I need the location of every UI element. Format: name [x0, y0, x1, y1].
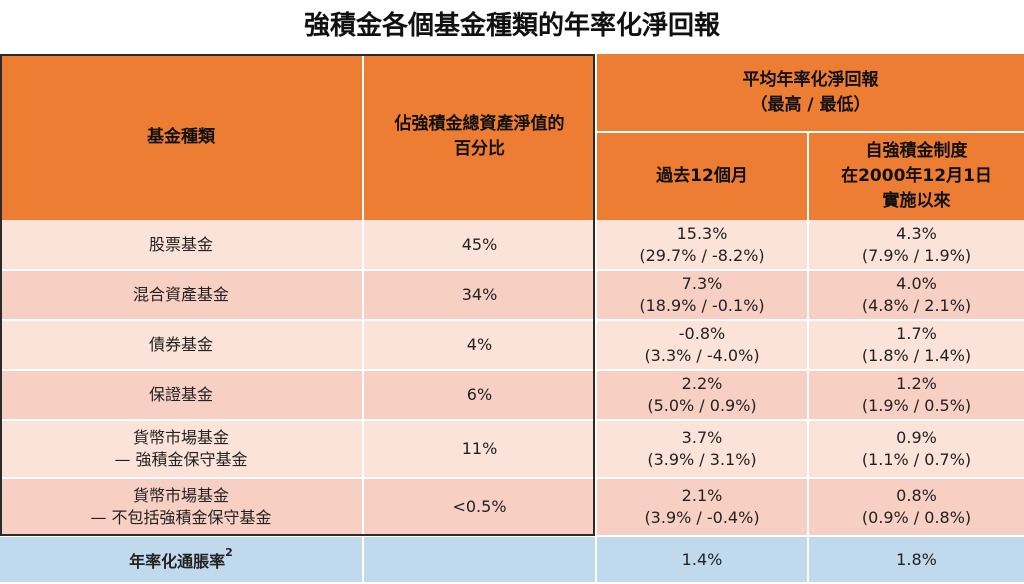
- inflation-label-cell: 年率化通脹率2: [0, 535, 363, 582]
- returns-table: 基金種類 佔強積金總資產淨值的 百分比 平均年率化淨回報 （最高 / 最低） 過…: [0, 54, 1024, 582]
- return-average: 2.1%: [681, 486, 723, 505]
- table-row: 股票基金 45% 15.3% (29.7% / -8.2%) 4.3% (7.9% …: [0, 220, 1024, 270]
- page-title: 強積金各個基金種類的年率化淨回報: [303, 11, 720, 41]
- since-inception-cell: 0.8% (0.9% / 0.8%): [807, 477, 1024, 536]
- header-annualized-return: 平均年率化淨回報 （最高 / 最低）: [595, 54, 1024, 132]
- return-range: (4.8% / 2.1%): [861, 296, 972, 315]
- fund-name: 債券基金: [148, 335, 213, 354]
- return-range: (7.9% / 1.9%): [861, 245, 972, 265]
- fund-type-cell: 債券基金: [0, 319, 363, 370]
- since-inception-cell: 1.7% (1.8% / 1.4%): [807, 319, 1024, 370]
- fund-name: 混合資產基金: [132, 285, 229, 304]
- asset-percentage-cell: 4%: [362, 319, 596, 370]
- fund-type-cell: 保證基金: [0, 369, 363, 420]
- header-since-line2: 在2000年12月1日: [841, 166, 992, 186]
- return-range: (1.9% / 0.5%): [861, 396, 972, 415]
- return-average: 4.0%: [896, 274, 937, 293]
- return-average: -0.8%: [678, 324, 726, 343]
- header-annualized-return-line2: （最高 / 最低）: [750, 94, 871, 115]
- fund-name: 保證基金: [148, 385, 213, 404]
- header-fund-type: 基金種類: [0, 54, 363, 220]
- return-average: 0.8%: [896, 486, 937, 505]
- since-inception-cell: 4.0% (4.8% / 2.1%): [807, 269, 1024, 320]
- asset-percentage-cell: 11%: [362, 419, 596, 478]
- fund-type-cell: 貨幣市場基金 — 強積金保守基金: [0, 419, 363, 478]
- header-asset-percentage-line2: 百分比: [454, 139, 505, 159]
- return-range: (3.9% / -0.4%): [644, 508, 760, 527]
- fund-name: 貨幣市場基金: [132, 428, 229, 447]
- fund-type-cell: 貨幣市場基金 — 不包括強積金保守基金: [0, 477, 363, 536]
- return-range: (1.1% / 0.7%): [861, 450, 972, 469]
- footnote-marker: 2: [225, 545, 233, 559]
- past-12-months-cell: 2.1% (3.9% / -0.4%): [595, 477, 808, 536]
- return-range: (5.0% / 0.9%): [647, 396, 757, 415]
- inflation-label: 年率化通脹率: [129, 551, 226, 571]
- past-12-months-cell: 7.3% (18.9% / -0.1%): [595, 269, 808, 320]
- return-average: 7.3%: [681, 274, 723, 293]
- return-average: 15.3%: [676, 223, 728, 243]
- inflation-since-inception: 1.8%: [807, 535, 1024, 582]
- return-average: 4.3%: [896, 223, 937, 243]
- inflation-empty-cell: [362, 535, 596, 582]
- inflation-past-12-months: 1.4%: [595, 535, 808, 582]
- fund-name: 股票基金: [148, 234, 213, 254]
- return-average: 1.7%: [896, 324, 937, 343]
- return-average: 3.7%: [681, 428, 723, 447]
- fund-type-cell: 混合資產基金: [0, 269, 363, 320]
- return-range: (3.3% / -4.0%): [644, 346, 760, 365]
- header-asset-percentage: 佔強積金總資產淨值的 百分比: [362, 54, 596, 220]
- fund-name: 貨幣市場基金: [132, 486, 229, 505]
- since-inception-cell: 4.3% (7.9% / 1.9%): [807, 220, 1024, 270]
- header-asset-percentage-line1: 佔強積金總資產淨值的: [394, 114, 565, 134]
- header-annualized-return-line1: 平均年率化淨回報: [742, 69, 879, 90]
- asset-percentage-cell: <0.5%: [362, 477, 596, 536]
- return-average: 0.9%: [896, 428, 937, 447]
- return-range: (3.9% / 3.1%): [647, 450, 757, 469]
- inflation-row: 年率化通脹率2 1.4% 1.8%: [0, 535, 1024, 582]
- asset-percentage-cell: 45%: [362, 220, 596, 270]
- past-12-months-cell: 15.3% (29.7% / -8.2%): [595, 220, 808, 270]
- header-since-line3: 實施以來: [882, 191, 951, 211]
- header-past-12-months: 過去12個月: [595, 131, 808, 220]
- return-range: (1.8% / 1.4%): [861, 346, 972, 365]
- return-range: (18.9% / -0.1%): [639, 296, 765, 315]
- return-average: 1.2%: [896, 374, 937, 393]
- since-inception-cell: 1.2% (1.9% / 0.5%): [807, 369, 1024, 420]
- asset-percentage-cell: 34%: [362, 269, 596, 320]
- return-average: 2.2%: [681, 374, 723, 393]
- table-row: 貨幣市場基金 — 強積金保守基金 11% 3.7% (3.9% / 3.1%) 0.…: [0, 419, 1024, 478]
- fund-name-sub: — 強積金保守基金: [114, 450, 248, 469]
- past-12-months-cell: 3.7% (3.9% / 3.1%): [595, 419, 808, 478]
- fund-name-sub: — 不包括強積金保守基金: [90, 508, 272, 527]
- return-range: (29.7% / -8.2%): [639, 245, 765, 265]
- past-12-months-cell: 2.2% (5.0% / 0.9%): [595, 369, 808, 420]
- table-row: 混合資產基金 34% 7.3% (18.9% / -0.1%) 4.0% (4.8%…: [0, 269, 1024, 320]
- table-row: 貨幣市場基金 — 不包括強積金保守基金 <0.5% 2.1% (3.9% / -0.…: [0, 477, 1024, 536]
- table-row: 保證基金 6% 2.2% (5.0% / 0.9%) 1.2% (1.9% / 0.…: [0, 369, 1024, 420]
- since-inception-cell: 0.9% (1.1% / 0.7%): [807, 419, 1024, 478]
- table-row: 債券基金 4% -0.8% (3.3% / -4.0%) 1.7% (1.8% / …: [0, 319, 1024, 370]
- fund-type-cell: 股票基金: [0, 220, 363, 270]
- return-range: (0.9% / 0.8%): [861, 508, 972, 527]
- asset-percentage-cell: 6%: [362, 369, 596, 420]
- header-since-line1: 自強積金制度: [865, 141, 968, 161]
- past-12-months-cell: -0.8% (3.3% / -4.0%): [595, 319, 808, 370]
- header-since-inception: 自強積金制度 在2000年12月1日 實施以來: [807, 131, 1024, 220]
